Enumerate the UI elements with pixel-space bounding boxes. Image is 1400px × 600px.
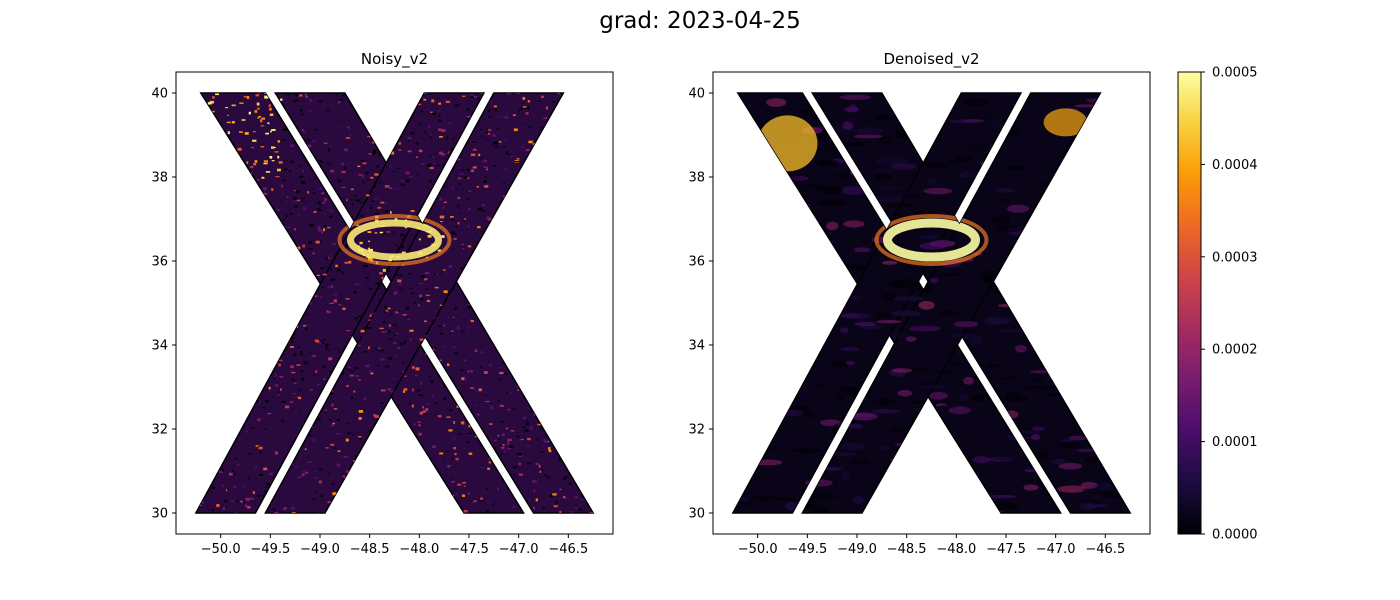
y-tick-label: 40: [151, 87, 168, 102]
y-tick-label: 34: [688, 339, 705, 354]
y-tick-label: 32: [151, 423, 168, 438]
x-tick-label: −48.0: [399, 542, 439, 557]
colorbar: 0.0000 0.0001 0.0002 0.0003 0.0004 0.0005: [1177, 66, 1258, 543]
colorbar-gradient: [1177, 71, 1202, 535]
axes-title: Noisy_v2: [361, 50, 428, 69]
eddy-ring-outer: [874, 214, 989, 266]
x-tick-label: −48.5: [350, 542, 390, 557]
x-tick-label: −49.0: [300, 542, 340, 557]
axes-title: Denoised_v2: [883, 50, 979, 69]
y-tick-label: 38: [151, 171, 168, 186]
x-tick-label: −49.5: [787, 542, 827, 557]
colorbar-tick-label: 0.0005: [1212, 66, 1258, 81]
y-tick-label: 32: [688, 423, 705, 438]
x-tick-label: −49.0: [837, 542, 877, 557]
x-tick-label: −47.0: [1036, 542, 1076, 557]
x-tick-label: −50.0: [738, 542, 778, 557]
y-tick-label: 34: [151, 339, 168, 354]
colorbar-tick-label: 0.0000: [1212, 528, 1258, 543]
colorbar-tick-label: 0.0004: [1212, 158, 1258, 173]
eddy-ring: [883, 218, 980, 262]
colorbar-tick-label: 0.0003: [1212, 250, 1258, 265]
y-tick-label: 30: [688, 507, 705, 522]
x-tick-label: −46.5: [1085, 542, 1125, 557]
y-tick-label: 40: [688, 87, 705, 102]
y-tick-label: 36: [151, 255, 168, 270]
bright-patch: [1043, 108, 1088, 137]
swath-4: [801, 92, 1102, 514]
axes-frame: [175, 71, 614, 535]
y-tick-label: 36: [688, 255, 705, 270]
axes-2: Denoised_v2 −50.0 −49.5 −49.0 −48.5 −48.0 −47.…: [688, 50, 1151, 557]
x-tick-label: −48.0: [936, 542, 976, 557]
bright-patch: [757, 115, 818, 172]
y-tick-label: 38: [688, 171, 705, 186]
eddy-ring: [347, 219, 442, 261]
x-tick-label: −47.0: [499, 542, 539, 557]
eddy-ring-outer: [337, 214, 452, 266]
colorbar-tick-label: 0.0001: [1212, 435, 1258, 450]
x-tick-label: −50.0: [201, 542, 241, 557]
figure-title: grad: 2023-04-25: [599, 8, 801, 34]
x-tick-label: −46.5: [548, 542, 588, 557]
axes-frame: [712, 71, 1151, 535]
colorbar-tick-label: 0.0002: [1212, 343, 1258, 358]
x-tick-label: −47.5: [986, 542, 1026, 557]
axes-1: Noisy_v2 −50.0 −49.5 −49.0 −48.5 −48.0 −47.5 −4…: [151, 50, 614, 557]
x-tick-label: −47.5: [449, 542, 489, 557]
x-tick-label: −49.5: [250, 542, 290, 557]
y-tick-label: 30: [151, 507, 168, 522]
x-tick-label: −48.5: [887, 542, 927, 557]
